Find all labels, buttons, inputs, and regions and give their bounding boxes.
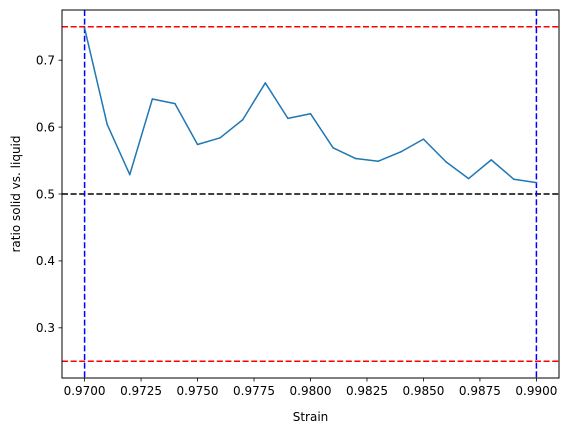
data-point (422, 138, 425, 140)
data-point (309, 112, 312, 115)
reference-lines (62, 10, 559, 378)
x-tick-label: 0.9850 (402, 384, 444, 398)
data-point (128, 173, 131, 176)
data-point (400, 151, 402, 153)
data-point (354, 157, 357, 160)
data-point (490, 159, 493, 161)
data-point (287, 117, 289, 120)
data-point (445, 161, 447, 163)
data-point (196, 143, 199, 146)
data-point (264, 82, 267, 84)
data-point (83, 27, 86, 29)
x-tick-label: 0.9800 (290, 384, 332, 398)
y-tick-label: 0.5 (36, 187, 55, 201)
data-point (332, 147, 334, 149)
x-tick-label: 0.9700 (64, 384, 106, 398)
x-axis: 0.9700 0.9725 0.9750 0.9775 0.9800 0.9825 0.98… (64, 378, 557, 398)
data-point (174, 102, 176, 105)
data-point (513, 178, 515, 181)
series-layer (83, 27, 538, 184)
y-tick-label: 0.6 (36, 120, 55, 134)
x-tick-label: 0.9875 (459, 384, 501, 398)
y-tick-label: 0.3 (36, 321, 55, 335)
x-tick-label: 0.9750 (177, 384, 219, 398)
data-point (106, 123, 108, 126)
x-axis-label: Strain (293, 410, 329, 424)
data-point (241, 118, 244, 121)
x-tick-label: 0.9900 (515, 384, 557, 398)
x-tick-label: 0.9725 (120, 384, 162, 398)
x-tick-label: 0.9775 (233, 384, 275, 398)
data-point (219, 137, 221, 139)
y-axis: 0.3 0.4 0.5 0.6 0.7 (36, 53, 62, 335)
data-point (151, 98, 154, 100)
y-tick-label: 0.7 (36, 53, 55, 67)
y-tick-label: 0.4 (36, 254, 55, 268)
x-tick-label: 0.9825 (346, 384, 388, 398)
data-point (535, 181, 538, 184)
y-axis-label: ratio solid vs. liquid (9, 136, 23, 253)
data-point (467, 177, 470, 180)
data-point (377, 160, 380, 163)
